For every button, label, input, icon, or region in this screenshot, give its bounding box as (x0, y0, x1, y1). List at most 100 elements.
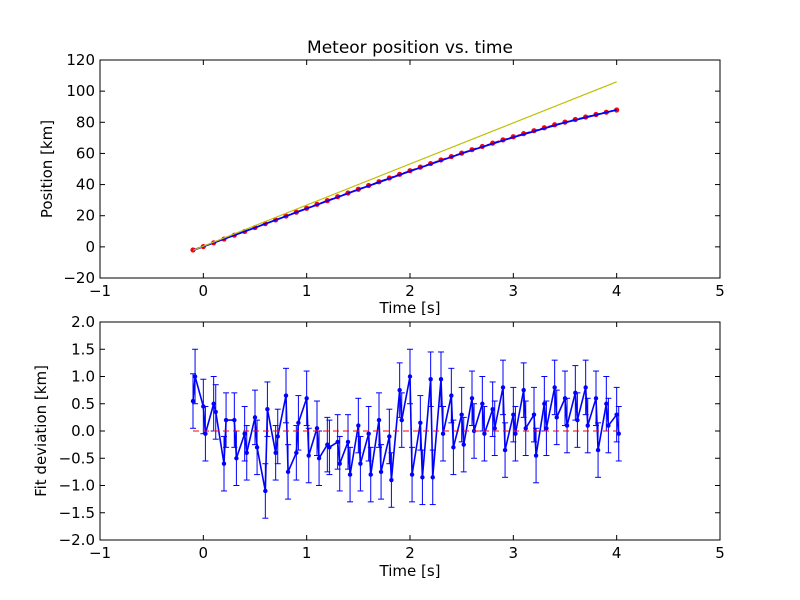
deviation-data-point (399, 417, 404, 423)
deviation-data-point (480, 401, 485, 406)
deviation-data-point (294, 450, 299, 455)
deviation-data-point (275, 434, 280, 439)
deviation-data-point (192, 374, 198, 379)
deviation-data-point (244, 450, 249, 455)
deviation-series (190, 348, 622, 519)
deviation-data-point (409, 472, 415, 477)
deviation-data-point (595, 447, 601, 453)
deviation-x-tick-label: 2 (405, 544, 415, 562)
deviation-y-tick-label: 2.0 (71, 313, 95, 331)
deviation-data-point (252, 415, 258, 420)
deviation-data-point (368, 472, 373, 477)
deviation-y-tick-label: 0.0 (71, 422, 95, 440)
position-x-tick-label: 5 (715, 282, 725, 300)
deviation-x-tick-label: 0 (199, 544, 209, 562)
deviation-data-point (366, 431, 371, 436)
deviation-data-point (314, 426, 320, 431)
deviation-data-point (306, 453, 311, 458)
deviation-data-point (221, 461, 227, 466)
position-x-tick-label: 4 (612, 282, 622, 300)
deviation-data-point (500, 385, 506, 390)
deviation-data-point (347, 472, 353, 477)
deviation-x-axis-label: Time [s] (379, 562, 441, 580)
deviation-data-point (335, 439, 340, 445)
deviation-data-point (585, 423, 590, 428)
deviation-y-axis-label: Fit deviation [km] (32, 365, 50, 497)
deviation-y-tick-label: 0.5 (71, 395, 95, 413)
deviation-data-point (562, 396, 568, 401)
deviation-data-point (345, 439, 351, 445)
position-x-tick-label: 0 (199, 282, 209, 300)
deviation-data-point (213, 409, 218, 415)
deviation-data-point (521, 387, 526, 393)
deviation-data-point (418, 420, 423, 426)
deviation-data-point (296, 420, 301, 426)
deviation-data-point (358, 461, 363, 466)
deviation-data-point (211, 401, 216, 406)
position-y-tick-label: 40 (76, 176, 95, 194)
deviation-data-point (283, 393, 289, 398)
deviation-data-point (356, 423, 361, 428)
position-axes: Meteor position vs. time −1 0 1 2 3 4 5 −20 0 20 4… (38, 38, 725, 317)
deviation-data-point (273, 450, 278, 455)
deviation-x-tick-label: −1 (89, 544, 111, 562)
deviation-data-point (203, 431, 208, 436)
position-series (190, 81, 620, 253)
deviation-data-point (242, 431, 247, 436)
deviation-data-point (285, 469, 291, 475)
deviation-data-point (223, 417, 229, 423)
position-y-tick-label: 120 (66, 51, 95, 69)
deviation-data-point (451, 445, 456, 450)
position-y-tick-label: 100 (66, 82, 95, 100)
position-series-line-1 (192, 108, 617, 252)
deviation-data-point (190, 398, 196, 404)
deviation-data-point (614, 412, 619, 417)
deviation-data-point (554, 415, 559, 420)
position-y-tick-label: 0 (85, 238, 95, 256)
deviation-data-point (544, 426, 549, 431)
position-y-tick-label: 80 (76, 113, 95, 131)
deviation-data-point (531, 412, 537, 417)
deviation-data-point (407, 374, 413, 379)
deviation-data-point (438, 377, 444, 382)
deviation-data-point (523, 426, 528, 431)
deviation-data-point (552, 385, 557, 390)
deviation-data-point (316, 456, 322, 461)
deviation-data-point (420, 475, 425, 480)
deviation-y-tick-label: 1.5 (71, 340, 95, 358)
deviation-data-point (616, 431, 621, 436)
deviation-data-point (606, 423, 611, 428)
deviation-data-point (201, 404, 206, 409)
deviation-x-tick-label: 1 (302, 544, 312, 562)
deviation-data-point (593, 396, 599, 401)
position-y-axis-label: Position [km] (38, 120, 56, 218)
deviation-data-point (604, 401, 609, 406)
deviation-data-point (337, 461, 342, 466)
deviation-data-point (254, 445, 260, 450)
deviation-data-point (459, 412, 464, 417)
deviation-y-tick-label: −1.0 (59, 477, 95, 495)
deviation-data-point (564, 423, 570, 428)
deviation-x-tick-label: 4 (612, 544, 622, 562)
position-ticks: −1 0 1 2 3 4 5 −20 0 20 40 60 80 100 120 (63, 51, 724, 300)
deviation-data-point (376, 417, 382, 423)
deviation-data-point (265, 407, 270, 412)
deviation-data-point (490, 407, 495, 412)
deviation-data-point (511, 412, 516, 417)
deviation-y-tick-label: −2.0 (59, 531, 95, 549)
position-x-tick-label: 1 (302, 282, 312, 300)
deviation-x-tick-label: 5 (715, 544, 725, 562)
position-x-tick-label: 2 (405, 282, 415, 300)
deviation-data-point (234, 456, 239, 461)
deviation-data-point (327, 445, 332, 450)
deviation-data-point (573, 390, 578, 396)
position-series-line-2 (192, 81, 617, 251)
position-chart-title: Meteor position vs. time (307, 38, 513, 58)
deviation-x-tick-label: 3 (509, 544, 519, 562)
deviation-data-point (469, 396, 475, 401)
position-y-tick-label: −20 (63, 269, 95, 287)
deviation-data-point (513, 431, 518, 436)
deviation-data-point (461, 442, 466, 447)
deviation-data-point (389, 477, 394, 483)
